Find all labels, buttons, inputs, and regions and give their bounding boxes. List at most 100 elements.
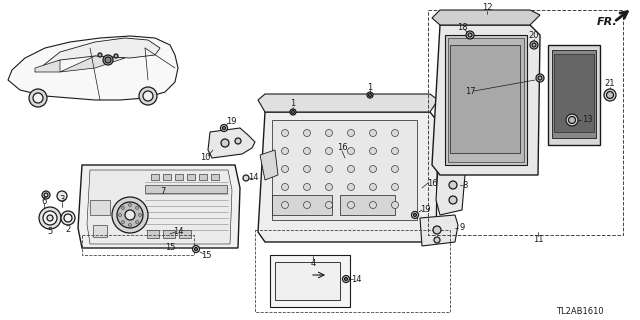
Circle shape bbox=[566, 114, 578, 126]
Circle shape bbox=[290, 109, 296, 115]
Circle shape bbox=[604, 89, 616, 101]
Polygon shape bbox=[35, 60, 60, 72]
Bar bbox=[199, 174, 207, 180]
Circle shape bbox=[392, 183, 399, 190]
Circle shape bbox=[433, 226, 441, 234]
Text: 19: 19 bbox=[226, 117, 236, 126]
Polygon shape bbox=[208, 128, 255, 158]
Text: 6: 6 bbox=[42, 196, 47, 205]
Text: 5: 5 bbox=[47, 227, 52, 236]
Circle shape bbox=[143, 91, 153, 101]
Text: 16: 16 bbox=[337, 143, 348, 153]
Bar bbox=[147, 230, 159, 238]
Circle shape bbox=[607, 92, 614, 99]
Circle shape bbox=[57, 191, 67, 201]
Circle shape bbox=[64, 214, 72, 222]
Text: 15: 15 bbox=[201, 251, 211, 260]
Circle shape bbox=[303, 183, 310, 190]
Bar bbox=[450, 45, 520, 153]
Circle shape bbox=[122, 206, 124, 209]
Text: 1: 1 bbox=[291, 100, 296, 108]
Circle shape bbox=[392, 130, 399, 137]
Circle shape bbox=[466, 31, 474, 39]
Circle shape bbox=[122, 220, 124, 224]
Bar bbox=[552, 50, 596, 138]
Circle shape bbox=[536, 74, 544, 82]
Polygon shape bbox=[87, 170, 232, 244]
Circle shape bbox=[367, 92, 373, 98]
Circle shape bbox=[303, 202, 310, 209]
Polygon shape bbox=[60, 56, 125, 72]
Circle shape bbox=[303, 148, 310, 155]
Circle shape bbox=[112, 197, 148, 233]
Circle shape bbox=[449, 196, 457, 204]
Circle shape bbox=[348, 148, 355, 155]
Bar bbox=[211, 174, 219, 180]
Circle shape bbox=[136, 220, 139, 224]
Circle shape bbox=[392, 148, 399, 155]
Circle shape bbox=[392, 165, 399, 172]
Circle shape bbox=[326, 148, 333, 155]
Circle shape bbox=[342, 276, 349, 283]
Circle shape bbox=[530, 41, 538, 49]
Bar bbox=[548, 45, 600, 145]
Circle shape bbox=[344, 277, 348, 281]
Bar bbox=[255, 230, 450, 312]
Text: 18: 18 bbox=[457, 22, 467, 31]
Circle shape bbox=[118, 213, 122, 217]
Circle shape bbox=[61, 211, 75, 225]
Circle shape bbox=[243, 175, 249, 181]
Polygon shape bbox=[258, 112, 438, 242]
Circle shape bbox=[282, 202, 289, 209]
Circle shape bbox=[303, 165, 310, 172]
Circle shape bbox=[468, 33, 472, 37]
Circle shape bbox=[98, 53, 102, 57]
Bar bbox=[90, 200, 110, 215]
Circle shape bbox=[129, 223, 131, 227]
Bar bbox=[270, 255, 350, 307]
Circle shape bbox=[44, 193, 48, 197]
Circle shape bbox=[223, 126, 225, 130]
Bar bbox=[93, 225, 107, 237]
Circle shape bbox=[103, 55, 113, 65]
Circle shape bbox=[326, 202, 333, 209]
Bar bbox=[163, 174, 171, 180]
Circle shape bbox=[326, 165, 333, 172]
Bar bbox=[179, 230, 191, 238]
Text: 14: 14 bbox=[248, 173, 259, 182]
Text: 16: 16 bbox=[427, 179, 437, 188]
Text: 2: 2 bbox=[65, 226, 70, 235]
Text: 21: 21 bbox=[605, 78, 615, 87]
Text: FR.: FR. bbox=[597, 17, 618, 27]
Circle shape bbox=[105, 57, 111, 63]
Circle shape bbox=[412, 212, 419, 219]
Text: 20: 20 bbox=[529, 31, 540, 41]
Circle shape bbox=[538, 76, 542, 80]
Circle shape bbox=[369, 183, 376, 190]
Circle shape bbox=[369, 165, 376, 172]
Polygon shape bbox=[35, 38, 160, 72]
Circle shape bbox=[326, 183, 333, 190]
Text: 3: 3 bbox=[60, 195, 65, 204]
Bar bbox=[151, 174, 159, 180]
Circle shape bbox=[235, 138, 241, 144]
Bar bbox=[187, 174, 195, 180]
Bar bbox=[448, 38, 524, 162]
Polygon shape bbox=[436, 162, 465, 215]
Circle shape bbox=[369, 202, 376, 209]
Circle shape bbox=[568, 116, 575, 124]
Circle shape bbox=[43, 211, 57, 225]
Bar bbox=[272, 120, 417, 220]
Circle shape bbox=[114, 54, 118, 58]
Text: 15: 15 bbox=[164, 244, 175, 252]
Circle shape bbox=[369, 130, 376, 137]
Bar bbox=[272, 195, 332, 215]
Text: 1: 1 bbox=[367, 83, 372, 92]
Circle shape bbox=[348, 183, 355, 190]
Text: 19: 19 bbox=[420, 205, 430, 214]
Bar bbox=[145, 185, 227, 193]
Circle shape bbox=[139, 87, 157, 105]
Circle shape bbox=[282, 130, 289, 137]
Circle shape bbox=[136, 206, 139, 209]
Circle shape bbox=[434, 237, 440, 243]
